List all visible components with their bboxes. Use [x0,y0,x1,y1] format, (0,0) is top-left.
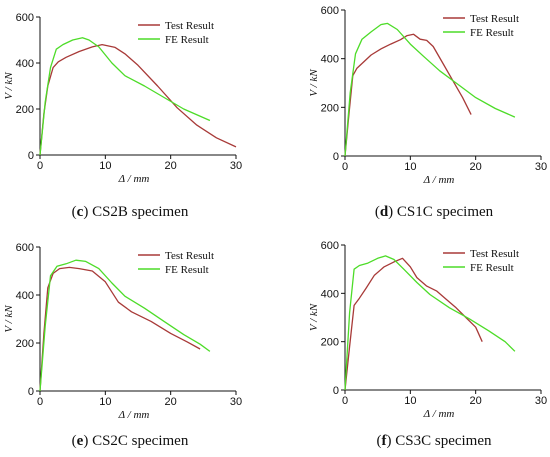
x-tick-label: 20 [470,161,482,173]
caption-text: CS2C specimen [92,433,189,449]
x-axis-label: Δ / mm [118,173,150,185]
x-tick-label: 0 [37,160,43,172]
y-tick-label: 0 [333,385,339,397]
y-tick-label: 400 [321,54,339,66]
x-tick-label: 30 [535,161,547,173]
legend-label-fe-result: FE Result [165,264,209,276]
y-tick-label: 200 [16,104,34,116]
series-line-fe-result [39,37,211,156]
panel-caption: (f) CS3C specimen [377,433,492,449]
caption-letter: e [77,433,84,449]
series-line-test-result [344,33,472,157]
legend-label-test-result: Test Result [470,13,519,25]
x-tick-label: 20 [165,396,177,408]
y-tick-label: 400 [16,290,34,302]
chart-panel-c: 0 10 20 30 0 200 400 600 Δ / mm V / kN Test Result… [3,12,242,220]
y-tick-label: 0 [28,386,34,398]
y-axis-label: V / kN [3,72,15,100]
caption-paren-open: ( [72,204,77,220]
caption-paren-open: ( [377,433,382,449]
series-line-fe-result [344,22,516,157]
x-tick-label: 30 [230,396,242,408]
panel-caption: (d) CS1C specimen [375,204,494,220]
series-line-fe-result [39,259,211,392]
chart-panel-d: 0 10 20 30 0 200 400 600 Δ / mm V / kN Test Result… [308,5,547,220]
y-tick-label: 600 [16,12,34,24]
legend-label-test-result: Test Result [470,248,519,260]
legend-label-test-result: Test Result [165,20,214,32]
series-line-fe-result [344,255,516,391]
x-tick-label: 20 [470,395,482,407]
caption-paren-close: ) [83,433,92,449]
series-line-test-result [39,43,237,156]
y-tick-label: 0 [333,151,339,163]
x-tick-label: 0 [342,161,348,173]
caption-paren-close: ) [387,433,396,449]
y-tick-label: 200 [16,338,34,350]
caption-paren-close: ) [388,204,397,220]
caption-text: CS1C specimen [397,204,494,220]
x-tick-label: 0 [342,395,348,407]
y-tick-label: 200 [321,102,339,114]
y-tick-label: 0 [28,150,34,162]
caption-text: CS2B specimen [92,204,189,220]
x-tick-label: 30 [535,395,547,407]
y-tick-label: 400 [321,288,339,300]
x-axis-label: Δ / mm [423,174,455,186]
legend-label-test-result: Test Result [165,250,214,262]
caption-text: CS3C specimen [395,433,492,449]
panel-caption: (c) CS2B specimen [72,204,189,220]
y-tick-label: 600 [321,5,339,17]
x-axis-label: Δ / mm [423,408,455,420]
x-axis-label: Δ / mm [118,409,150,421]
x-tick-label: 10 [404,395,416,407]
legend-label-fe-result: FE Result [165,34,209,46]
chart-panel-e: 0 10 20 30 0 200 400 600 Δ / mm V / kN Test Result… [3,242,242,449]
caption-paren-open: ( [375,204,380,220]
legend-label-fe-result: FE Result [470,27,514,39]
x-tick-label: 20 [165,160,177,172]
x-tick-label: 0 [37,396,43,408]
y-axis-label: V / kN [308,69,320,97]
caption-letter: f [382,433,388,449]
x-tick-label: 10 [99,160,111,172]
caption-paren-open: ( [72,433,77,449]
y-axis-label: V / kN [3,305,15,333]
caption-letter: d [380,204,389,220]
x-tick-label: 30 [230,160,242,172]
legend-label-fe-result: FE Result [470,262,514,274]
y-axis-label: V / kN [308,303,320,331]
caption-paren-close: ) [83,204,92,220]
caption-letter: c [77,204,84,220]
series-line-test-result [344,257,483,391]
y-tick-label: 600 [321,240,339,252]
y-tick-label: 600 [16,242,34,254]
chart-panel-f: 0 10 20 30 0 200 400 600 Δ / mm V / kN Test Result… [308,240,547,449]
x-tick-label: 10 [404,161,416,173]
x-tick-label: 10 [99,396,111,408]
panel-caption: (e) CS2C specimen [72,433,189,449]
y-tick-label: 200 [321,337,339,349]
y-tick-label: 400 [16,58,34,70]
